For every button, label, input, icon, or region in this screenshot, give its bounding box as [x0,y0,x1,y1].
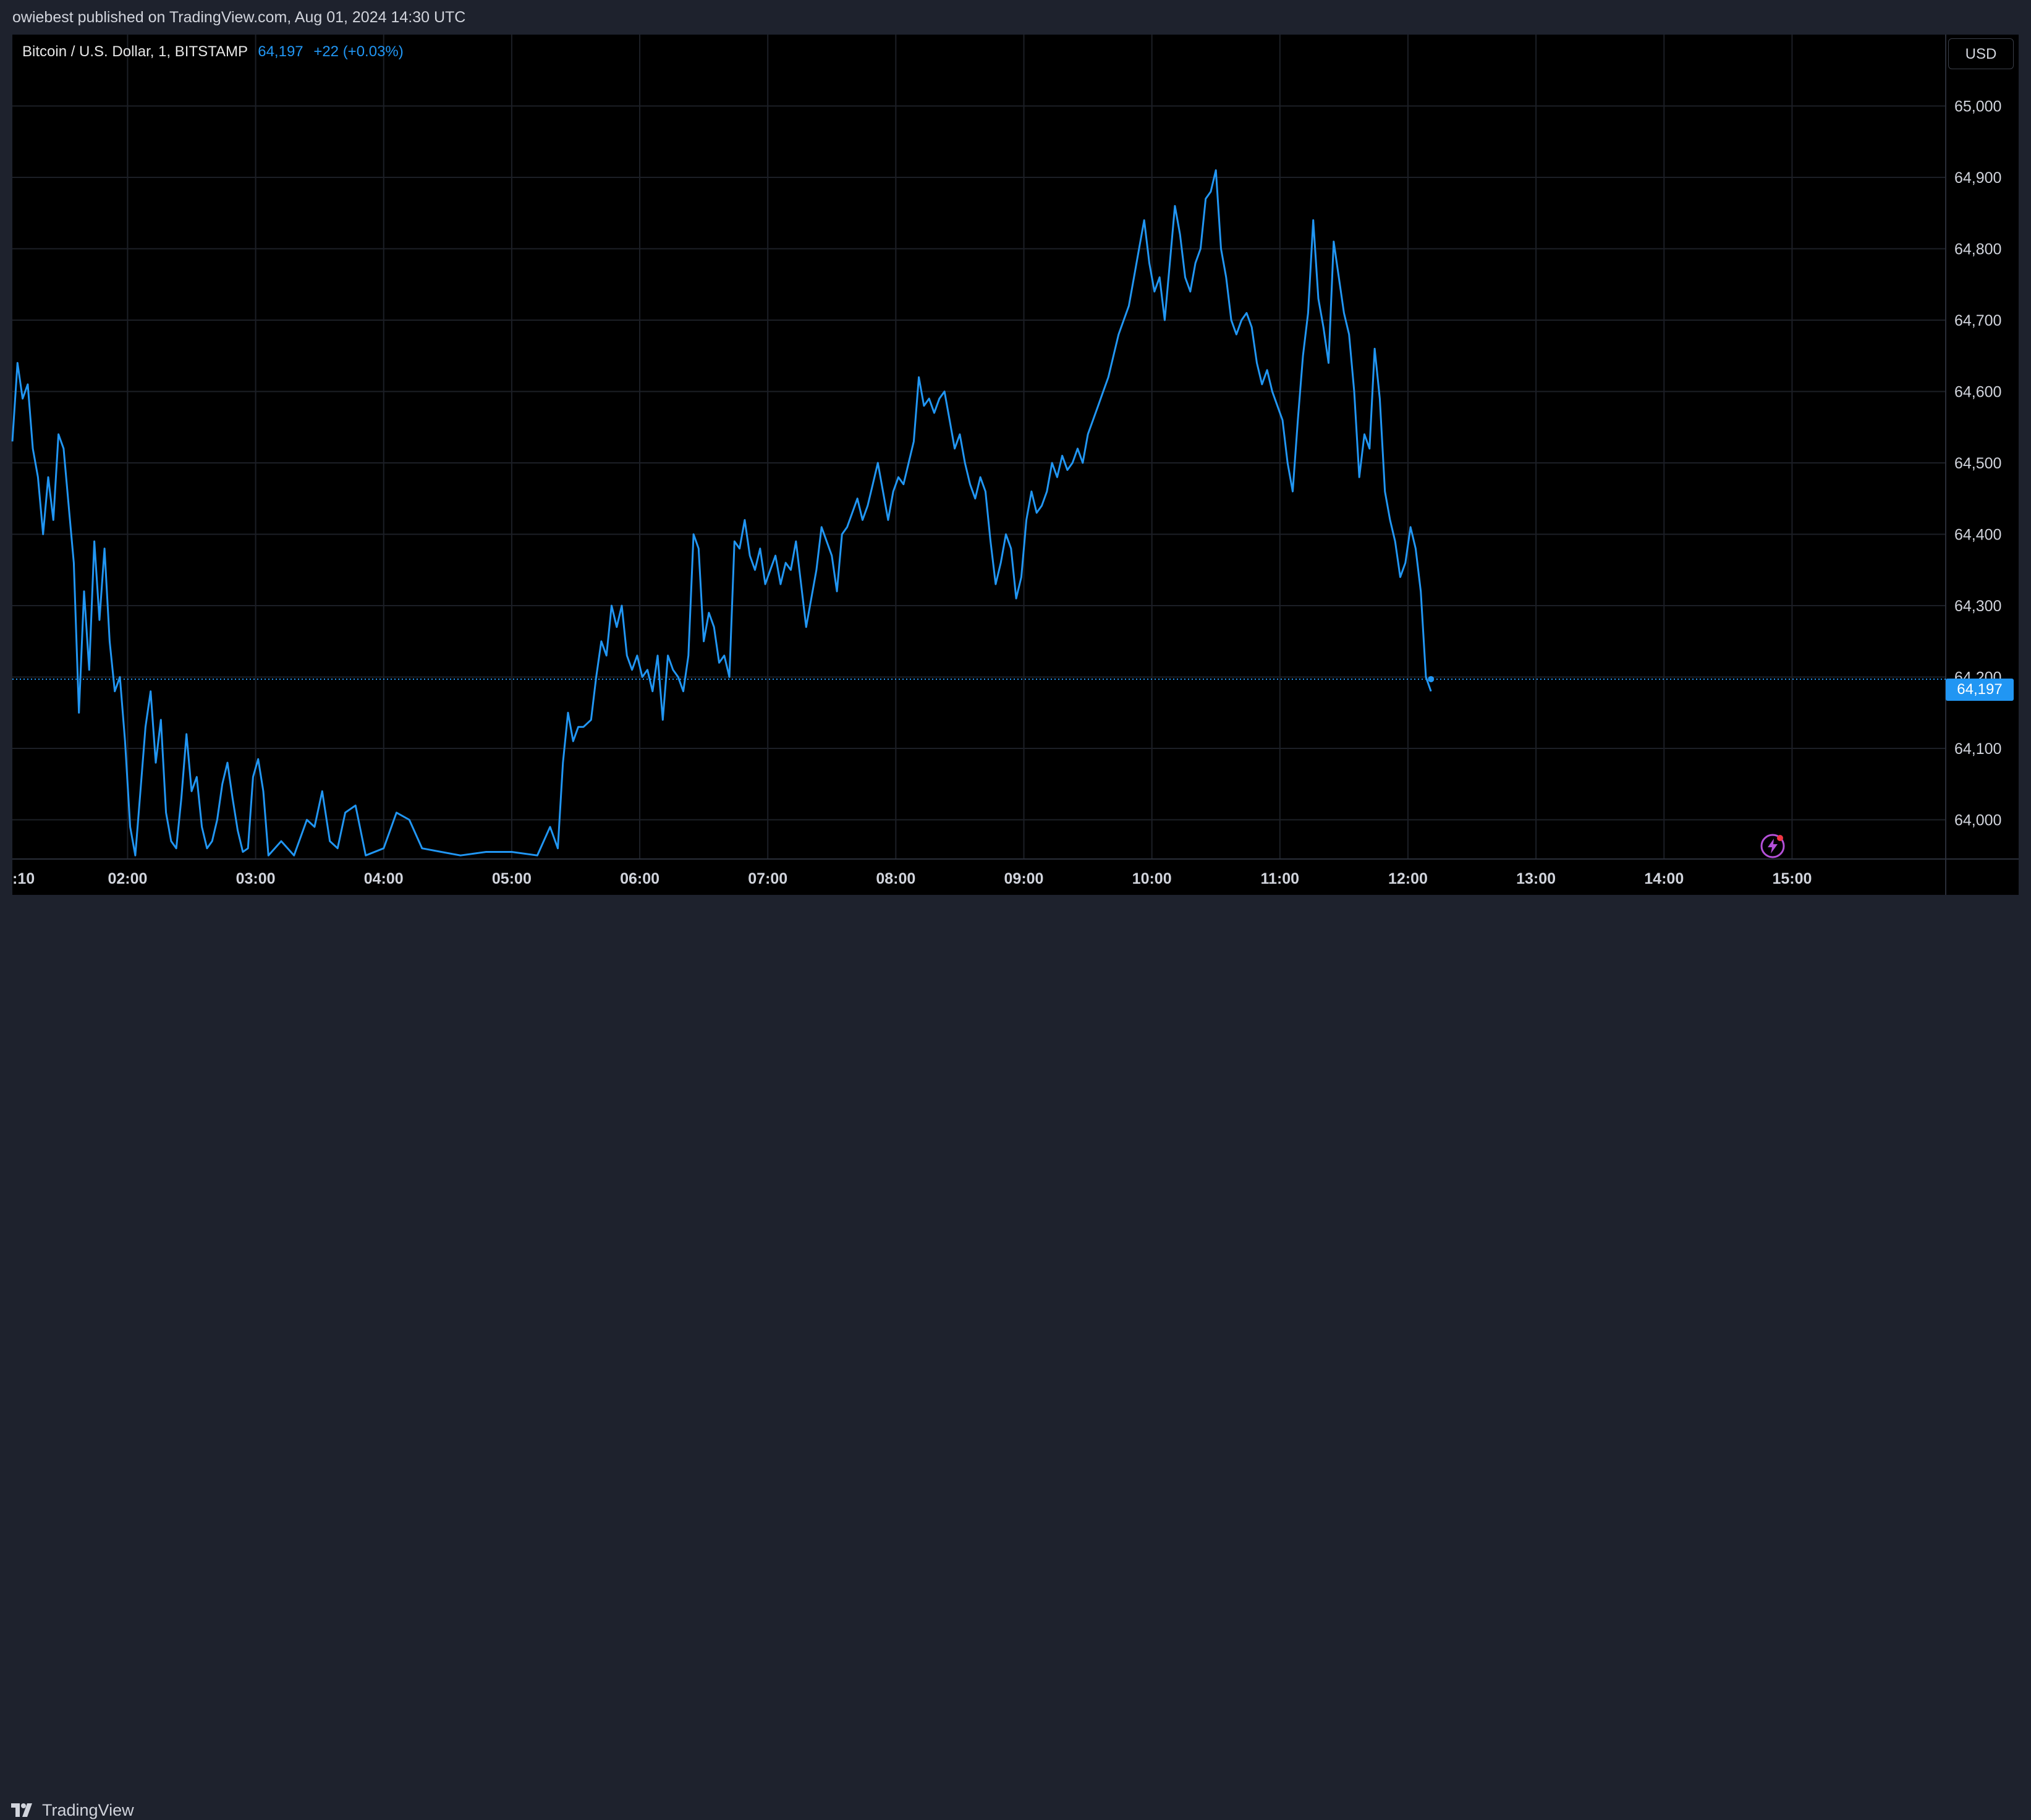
tradingview-brand: TradingView [42,1801,134,1819]
time-tick-label: 14:00 [1644,870,1684,887]
last-price-dot [1428,675,1435,682]
time-tick-label: 15:00 [1772,870,1812,887]
price-tick-label: 64,600 [1954,383,2001,400]
grid [12,35,2019,895]
price-axis[interactable]: 64,00064,10064,20064,30064,40064,50064,6… [1954,98,2001,829]
time-tick-label: 09:00 [1004,870,1044,887]
time-tick-label: 11:00 [1261,870,1300,887]
last-price-tag: 64,197 [1946,679,2014,701]
time-tick-label: 12:00 [1388,870,1428,887]
time-tick-label: 13:00 [1516,870,1556,887]
time-tick-label: 07:00 [748,870,787,887]
time-tick-label: 05:00 [492,870,532,887]
time-tick-label: 08:00 [876,870,915,887]
time-tick-label: 02:00 [108,870,147,887]
last-price-value: 64,197 [258,43,303,60]
price-tick-label: 64,700 [1954,312,2001,329]
tradingview-logo-icon [11,1803,32,1817]
time-tick-label: 03:00 [236,870,276,887]
currency-button[interactable]: USD [1948,38,2014,69]
time-axis[interactable]: :10 02:00 03:00 04:00 05:00 06:00 07:00 08:00 09… [12,870,1812,887]
price-tick-label: 64,000 [1954,811,2001,829]
price-tick-label: 64,500 [1954,455,2001,472]
chart-area[interactable] [12,35,2019,895]
top-bar: owiebest published on TradingView.com, A… [0,0,2031,35]
time-tick-label: :10 [12,870,35,887]
time-tick-label: 04:00 [364,870,404,887]
price-change: +22 (+0.03%) [313,43,404,60]
symbol-legend[interactable]: Bitcoin / U.S. Dollar, 1, BITSTAMP 64,19… [22,43,404,61]
price-tick-label: 64,800 [1954,240,2001,258]
price-tick-label: 65,000 [1954,98,2001,115]
price-chart[interactable]: 64,00064,10064,20064,30064,40064,50064,6… [0,0,2031,895]
price-tick-label: 64,100 [1954,740,2001,758]
price-tick-label: 64,300 [1954,598,2001,615]
symbol-title[interactable]: Bitcoin / U.S. Dollar, 1, BITSTAMP [22,43,248,60]
time-tick-label: 10:00 [1132,870,1172,887]
tradingview-logo[interactable]: TradingView [11,1801,134,1820]
footer: TradingView [0,895,2031,1819]
publisher-caption: owiebest published on TradingView.com, A… [12,9,466,26]
price-tick-label: 64,400 [1954,526,2001,543]
price-line [11,169,1432,857]
lightning-icon[interactable] [1759,832,1786,860]
price-tick-label: 64,900 [1954,169,2001,187]
time-tick-label: 06:00 [620,870,659,887]
